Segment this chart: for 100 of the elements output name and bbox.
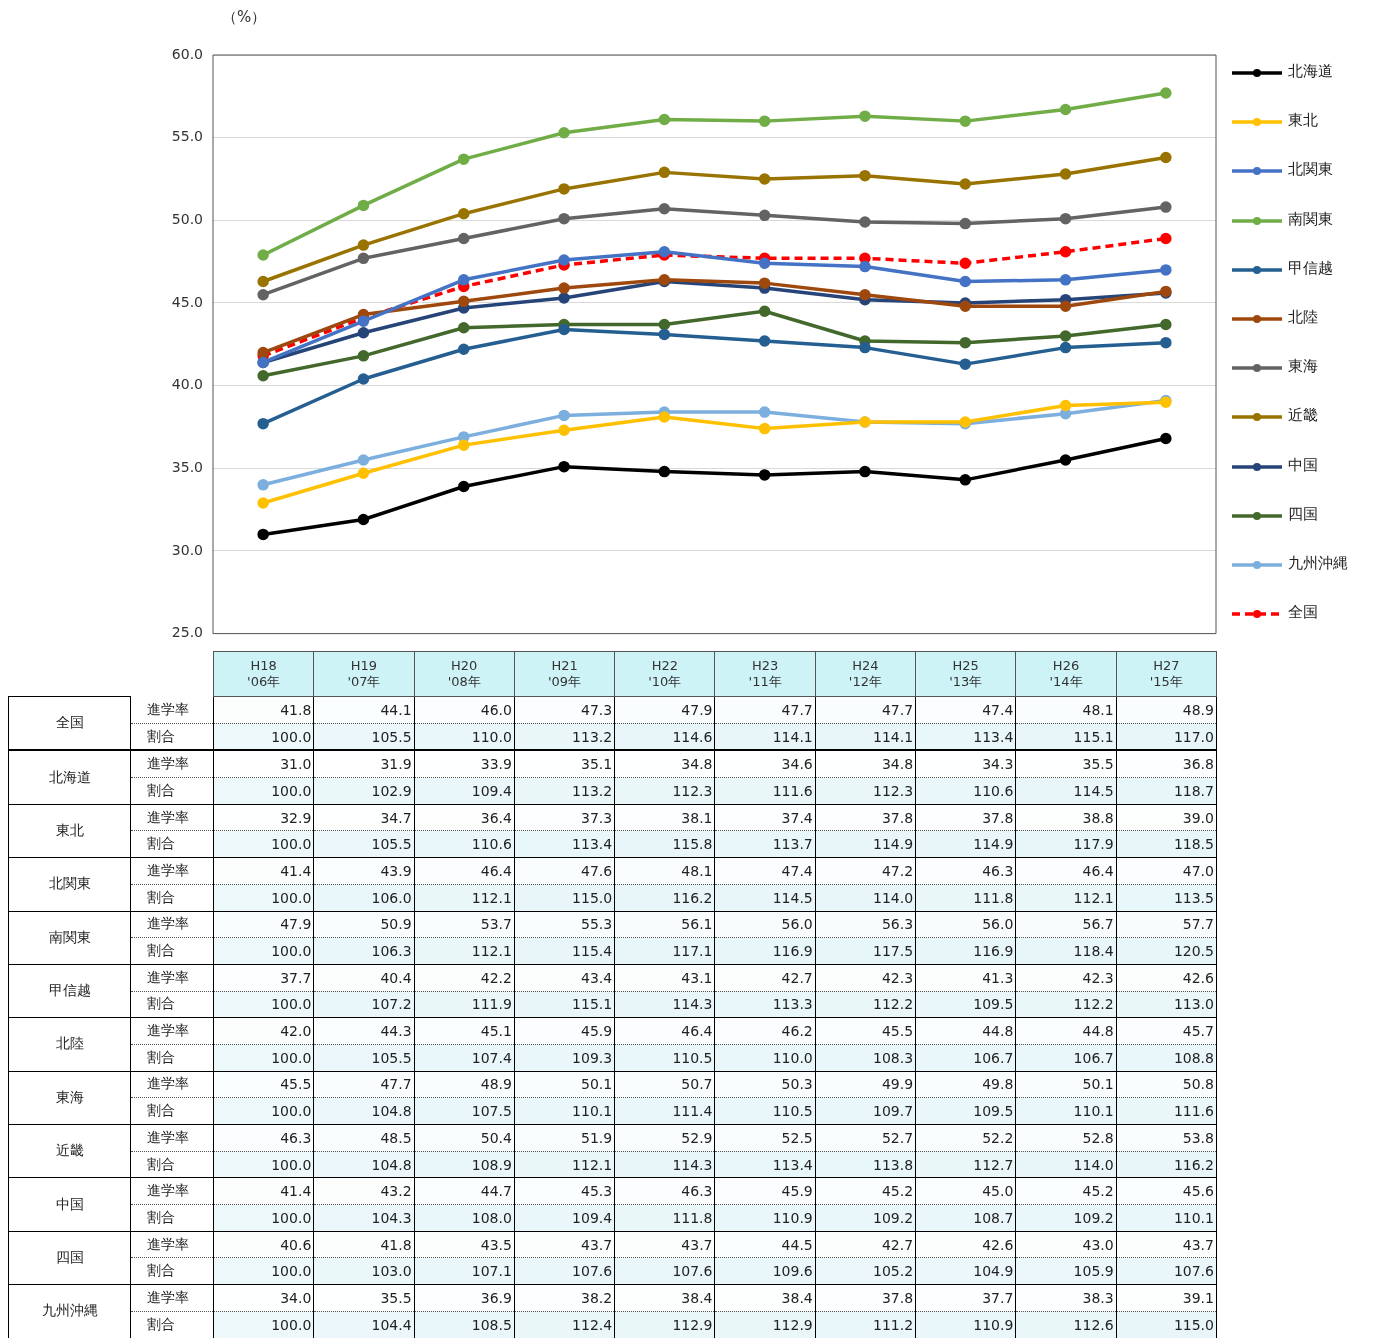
data-label: 53.8 bbox=[1116, 1124, 1217, 1152]
data-label: 114.0 bbox=[815, 884, 916, 911]
data-label: 45.1 bbox=[414, 1017, 515, 1045]
data-label: 112.3 bbox=[614, 777, 715, 805]
data-label: 50.7 bbox=[614, 1071, 715, 1098]
data-label: 37.8 bbox=[815, 1284, 916, 1312]
data-label: 56.0 bbox=[714, 911, 816, 938]
legend-label: 近畿 bbox=[1288, 406, 1318, 426]
data-label: 100.0 bbox=[213, 1311, 314, 1338]
x-tick-label: H21 '09年 bbox=[514, 651, 615, 697]
data-label: 40.6 bbox=[213, 1231, 314, 1258]
data-label: 104.4 bbox=[313, 1311, 415, 1338]
y-tick-label: 割合 bbox=[130, 1044, 214, 1072]
data-label: 111.8 bbox=[614, 1204, 715, 1232]
data-label: 107.6 bbox=[1116, 1257, 1217, 1285]
data-label: 109.5 bbox=[915, 991, 1016, 1018]
data-label: 50.1 bbox=[514, 1071, 615, 1098]
data-label: 117.5 bbox=[815, 937, 916, 965]
data-label: 46.3 bbox=[213, 1124, 314, 1152]
y-tick-label: 40.0 bbox=[171, 376, 203, 393]
data-label: 52.8 bbox=[1015, 1124, 1117, 1152]
data-label: 55.3 bbox=[514, 911, 615, 938]
y-tick-label: 進学率 bbox=[130, 1284, 214, 1312]
y-tick-label: 50.0 bbox=[171, 210, 203, 227]
data-label: 35.1 bbox=[514, 750, 615, 778]
data-label: 47.6 bbox=[514, 857, 615, 885]
data-label: 41.3 bbox=[915, 964, 1016, 992]
data-label: 113.2 bbox=[514, 777, 615, 805]
data-label: 47.2 bbox=[815, 857, 916, 885]
data-label: 106.7 bbox=[915, 1044, 1016, 1072]
data-label: 35.5 bbox=[1015, 750, 1117, 778]
data-label: 100.0 bbox=[213, 1204, 314, 1232]
data-label: 39.0 bbox=[1116, 804, 1217, 831]
data-label: 52.7 bbox=[815, 1124, 916, 1152]
data-label: 109.4 bbox=[414, 777, 515, 805]
data-label: 117.9 bbox=[1015, 830, 1117, 858]
data-label: 34.6 bbox=[714, 750, 816, 778]
y-tick-label: 進学率 bbox=[130, 750, 214, 778]
x-tick-label: H26 '14年 bbox=[1015, 651, 1117, 697]
data-label: 46.4 bbox=[414, 857, 515, 885]
data-label: 46.3 bbox=[915, 857, 1016, 885]
data-label: 46.0 bbox=[414, 696, 515, 724]
y-tick-label: 割合 bbox=[130, 1097, 214, 1125]
data-label: 111.2 bbox=[815, 1311, 916, 1338]
data-label: 48.9 bbox=[1116, 696, 1217, 724]
data-label: 47.9 bbox=[213, 911, 314, 938]
legend-label: 中国 bbox=[1288, 455, 1318, 475]
data-label: 109.6 bbox=[714, 1257, 816, 1285]
data-label: 49.8 bbox=[915, 1071, 1016, 1098]
data-label: 31.0 bbox=[213, 750, 314, 778]
data-label: 49.9 bbox=[815, 1071, 916, 1098]
text: 近畿 bbox=[8, 1124, 131, 1178]
data-label: 41.8 bbox=[213, 696, 314, 724]
y-tick-label: 25.0 bbox=[171, 624, 203, 641]
data-label: 110.1 bbox=[514, 1097, 615, 1125]
data-label: 56.3 bbox=[815, 911, 916, 938]
data-label: 52.9 bbox=[614, 1124, 715, 1152]
legend-label: 甲信越 bbox=[1288, 258, 1333, 278]
data-label: 105.5 bbox=[313, 723, 415, 751]
data-label: 48.5 bbox=[313, 1124, 415, 1152]
data-label: 110.6 bbox=[915, 777, 1016, 805]
data-label: 103.0 bbox=[313, 1257, 415, 1285]
y-tick-label: 60.0 bbox=[171, 45, 203, 62]
data-label: 108.8 bbox=[1116, 1044, 1217, 1072]
data-label: 107.2 bbox=[313, 991, 415, 1018]
text: 東海 bbox=[8, 1071, 131, 1125]
text: 四国 bbox=[8, 1231, 131, 1285]
data-label: 114.3 bbox=[614, 991, 715, 1018]
data-label: 118.4 bbox=[1015, 937, 1117, 965]
data-label: 31.9 bbox=[313, 750, 415, 778]
data-label: 43.4 bbox=[514, 964, 615, 992]
data-label: 110.6 bbox=[414, 830, 515, 858]
data-label: 108.5 bbox=[414, 1311, 515, 1338]
data-label: 36.4 bbox=[414, 804, 515, 831]
data-label: 38.4 bbox=[714, 1284, 816, 1312]
data-label: 110.0 bbox=[414, 723, 515, 751]
data-label: 112.9 bbox=[714, 1311, 816, 1338]
y-tick-label: 45.0 bbox=[171, 293, 203, 310]
x-tick-label: H20 '08年 bbox=[414, 651, 515, 697]
text: 中国 bbox=[8, 1177, 131, 1232]
legend-label: 四国 bbox=[1288, 504, 1318, 524]
data-label: 42.7 bbox=[815, 1231, 916, 1258]
data-label: 115.0 bbox=[1116, 1311, 1217, 1338]
data-label: 111.6 bbox=[714, 777, 816, 805]
data-label: 116.2 bbox=[614, 884, 715, 911]
data-label: 48.1 bbox=[1015, 696, 1117, 724]
y-tick-label: 割合 bbox=[130, 1204, 214, 1232]
text: 北陸 bbox=[8, 1017, 131, 1072]
data-label: 113.4 bbox=[915, 723, 1016, 751]
data-label: 114.5 bbox=[714, 884, 816, 911]
data-label: 112.2 bbox=[815, 991, 916, 1018]
data-label: 45.9 bbox=[714, 1177, 816, 1205]
data-label: 45.2 bbox=[815, 1177, 916, 1205]
data-label: 43.2 bbox=[313, 1177, 415, 1205]
text: 北関東 bbox=[8, 857, 131, 911]
data-label: 105.5 bbox=[313, 830, 415, 858]
y-tick-label: 35.0 bbox=[171, 458, 203, 475]
data-label: 113.0 bbox=[1116, 991, 1217, 1018]
data-label: 38.3 bbox=[1015, 1284, 1117, 1312]
data-label: 108.9 bbox=[414, 1151, 515, 1178]
